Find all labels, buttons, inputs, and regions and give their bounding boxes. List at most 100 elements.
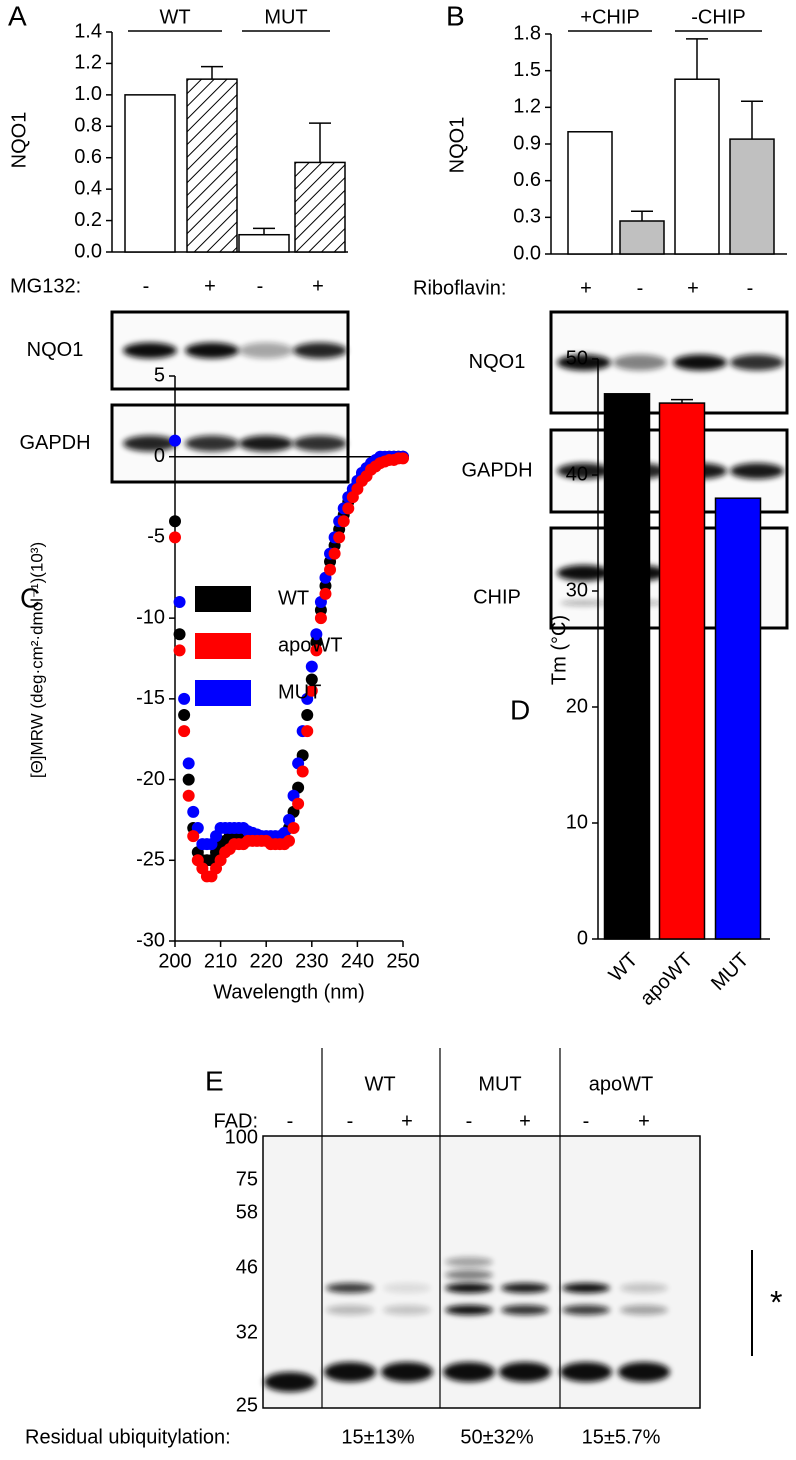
x-tick-label: 220 — [250, 950, 283, 972]
gel-band — [324, 1362, 376, 1382]
bar — [294, 161, 346, 253]
bar — [567, 131, 613, 255]
y-tick-label: 0.3 — [513, 206, 541, 228]
group-label: WT — [364, 1073, 395, 1095]
blot-band — [730, 463, 784, 479]
blot-band — [239, 342, 293, 359]
blot-band — [613, 354, 667, 371]
y-axis-label: NQO1 — [8, 112, 30, 169]
data-point — [342, 502, 355, 515]
y-tick-label: 1.4 — [74, 20, 102, 42]
bar — [238, 233, 290, 253]
gel-band — [381, 1362, 433, 1382]
gel-band — [445, 1257, 493, 1267]
y-tick-label: -25 — [136, 849, 165, 871]
y-tick-label: 1.5 — [513, 59, 541, 81]
y-tick-label: 1.8 — [513, 22, 541, 44]
x-tick-label: - — [257, 275, 264, 297]
x-tick-label: 250 — [386, 950, 419, 972]
x-axis-label: Riboflavin: — [413, 277, 506, 299]
marker-label: 25 — [236, 1394, 258, 1416]
gel-band — [326, 1283, 374, 1293]
y-axis-label: NQO1 — [446, 117, 468, 174]
x-tick-label: WT — [605, 949, 643, 987]
y-tick-label: 1.2 — [513, 96, 541, 118]
data-point — [305, 660, 318, 673]
y-tick-label: 0.2 — [74, 209, 102, 231]
data-point — [187, 830, 200, 843]
residual-value: 15±5.7% — [582, 1426, 661, 1448]
fad-label: FAD: — [214, 1110, 258, 1132]
group-label: MUT — [478, 1073, 521, 1095]
data-point — [310, 644, 323, 657]
data-point — [187, 805, 200, 818]
blot-band — [293, 435, 347, 452]
y-tick-label: -5 — [147, 526, 165, 548]
bar — [674, 78, 720, 255]
group-label: -CHIP — [691, 6, 745, 28]
bar — [124, 94, 176, 253]
y-tick-label: 0.0 — [74, 240, 102, 262]
y-tick-label: -20 — [136, 768, 165, 790]
blot-band — [123, 435, 177, 452]
bar — [186, 78, 238, 253]
legend-swatch — [195, 633, 251, 659]
data-point — [169, 434, 181, 447]
lane-label: - — [466, 1110, 473, 1132]
group-label: +CHIP — [580, 6, 639, 28]
gel-band — [501, 1305, 549, 1315]
data-point — [182, 773, 195, 786]
data-point — [301, 709, 314, 721]
y-tick-label: 10 — [566, 811, 588, 833]
blot-band — [673, 354, 727, 371]
panel-letter: C — [20, 582, 40, 613]
residual-label: Residual ubiquitylation: — [25, 1426, 231, 1448]
lane-label: + — [519, 1110, 531, 1132]
y-axis-label: [Θ]MRW (deg·cm²·dmol⁻¹)(10³) — [27, 542, 46, 778]
y-tick-label: 0.0 — [513, 242, 541, 264]
data-point — [397, 452, 409, 465]
y-axis-label: Tm (°C) — [548, 615, 570, 685]
x-axis-label: Wavelength (nm) — [213, 981, 365, 1003]
y-tick-label: -15 — [136, 687, 165, 709]
legend-swatch — [195, 586, 251, 612]
blot-label: NQO1 — [27, 339, 84, 361]
data-point — [182, 789, 195, 802]
blot-band — [239, 435, 293, 452]
marker-label: 58 — [236, 1201, 258, 1223]
y-tick-label: 0.6 — [74, 146, 102, 168]
gel-band — [326, 1305, 374, 1315]
marker-label: 75 — [236, 1168, 258, 1190]
data-point — [182, 757, 195, 770]
panel-letter: E — [205, 1065, 224, 1096]
gel-band — [560, 1362, 612, 1382]
gel-band — [501, 1283, 549, 1293]
y-tick-label: 0.6 — [513, 169, 541, 191]
gel-band — [445, 1305, 493, 1315]
gel-band — [620, 1305, 668, 1315]
x-tick-label: MUT — [707, 949, 753, 995]
lane-label: - — [347, 1110, 354, 1132]
x-tick-label: 240 — [341, 950, 374, 972]
blot-band — [730, 354, 784, 371]
data-point — [324, 563, 337, 576]
residual-value: 15±13% — [341, 1426, 414, 1448]
data-point — [292, 797, 305, 810]
legend-swatch — [195, 680, 251, 706]
y-tick-label: 1.0 — [74, 83, 102, 105]
gel-band — [264, 1372, 316, 1392]
blot-band — [293, 342, 347, 359]
data-point — [173, 596, 186, 608]
panel-letter: B — [446, 0, 465, 31]
y-tick-label: -10 — [136, 606, 165, 628]
gel-band — [618, 1362, 670, 1382]
y-tick-label: 1.2 — [74, 52, 102, 74]
legend-label: WT — [278, 587, 309, 609]
blot-band — [185, 435, 239, 452]
data-point — [305, 684, 318, 697]
blot-band — [185, 342, 239, 359]
blot-label: NQO1 — [469, 351, 526, 373]
panel-letter: D — [510, 694, 530, 725]
y-tick-label: 0.8 — [74, 115, 102, 137]
